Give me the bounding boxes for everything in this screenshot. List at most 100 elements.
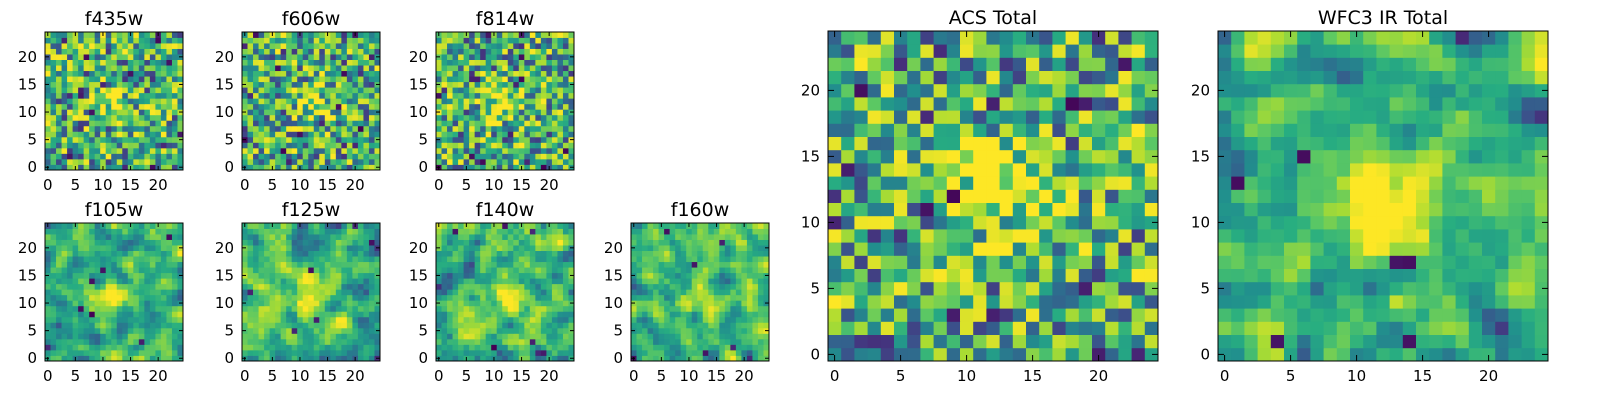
heatmap-cell [78,344,85,351]
heatmap-cell [149,81,156,88]
heatmap-cell [496,267,503,274]
heatmap-cell [535,338,542,345]
heatmap-cell [540,32,547,38]
heatmap-cell [507,125,514,132]
heatmap-cell [368,158,375,165]
heatmap-cell [61,338,68,345]
heatmap-cell [105,261,112,268]
heatmap-cell [691,250,698,257]
heatmap-cell [713,283,720,290]
x-tick-label: 15 [121,176,140,194]
heatmap-cell [999,347,1014,362]
heatmap-cell [319,289,326,296]
heatmap-cell [319,272,326,279]
heatmap-cell [1065,334,1080,349]
heatmap-cell [1065,347,1080,362]
heatmap-cell [94,289,101,296]
heatmap-cell [719,344,726,351]
heatmap-cell [960,229,974,243]
heatmap-cell [144,114,151,121]
heatmap-cell [242,338,248,345]
heatmap-cell [111,327,118,334]
heatmap-cell [551,81,558,88]
heatmap-cell [291,32,298,38]
heatmap-cell [72,136,79,143]
heatmap-cell [469,245,476,251]
heatmap-cell [160,294,167,301]
heatmap-cell [319,283,326,290]
heatmap-cell [491,87,498,94]
heatmap-cell [631,344,637,351]
heatmap-cell [264,250,270,257]
heatmap-cell [61,32,68,38]
heatmap-cell [741,333,748,340]
heatmap-cell [144,261,151,268]
heatmap-cell [894,255,908,269]
heatmap-cell [491,158,498,165]
heatmap-cell [946,176,961,190]
heatmap-cell [78,289,85,296]
heatmap-cell [752,267,759,274]
heatmap-cell [302,153,309,160]
heatmap-cell [1026,176,1040,190]
heatmap-cell [56,131,62,138]
heatmap-cell [133,164,140,171]
heatmap-cell [463,261,470,268]
heatmap-cell [177,223,184,229]
heatmap-cell [122,109,129,116]
heatmap-cell [302,87,309,94]
heatmap-cell [324,316,331,323]
heatmap-cell [507,92,514,99]
heatmap-cell [149,147,156,154]
heatmap-cell [507,70,514,77]
heatmap-cell [880,255,895,269]
heatmap-cell [669,283,676,290]
heatmap-cell [50,322,57,329]
heatmap-cell [647,305,654,312]
heatmap-cell [502,87,509,94]
heatmap-cell [1078,281,1093,296]
heatmap-cell [1065,321,1080,335]
heatmap-cell [127,54,134,60]
heatmap-cell [105,87,112,94]
heatmap-cell [551,54,558,60]
heatmap-cell [562,289,569,296]
heatmap-cell [491,250,498,257]
heatmap-cell [436,278,442,285]
heatmap-cell [535,278,542,285]
heatmap-cell [719,355,726,362]
heatmap-cell [67,120,73,127]
heatmap-cell [485,87,492,94]
heatmap-cell [330,256,337,263]
heatmap-cell [346,48,353,55]
heatmap-cell [357,228,364,235]
heatmap-cell [45,316,51,323]
heatmap-cell [752,344,759,351]
heatmap-cell [480,234,487,240]
heatmap-cell [291,103,298,110]
heatmap-cell [496,305,503,312]
heatmap-cell [730,250,737,257]
heatmap-cell [324,92,331,99]
heatmap-cell [177,147,184,154]
y-tick-label: 10 [409,103,428,121]
axes-frame [630,222,770,362]
heatmap-cell [697,256,704,263]
heatmap-cell [642,239,648,246]
heatmap-cell [894,347,908,362]
heatmap-cell [1131,202,1146,217]
heatmap-cell [1012,189,1027,203]
heatmap-cell [658,261,665,268]
heatmap-cell [702,223,709,229]
heatmap-cell [1144,189,1159,203]
heatmap-cell [647,311,654,318]
heatmap-cell [72,261,79,268]
heatmap-cell [166,234,173,240]
heatmap-cell [155,48,162,55]
heatmap-cell [247,43,254,49]
heatmap-cell [275,245,282,251]
heatmap-cell [374,32,381,38]
heatmap-cell [691,228,698,235]
heatmap-cell [540,103,547,110]
heatmap-cell [122,294,129,301]
